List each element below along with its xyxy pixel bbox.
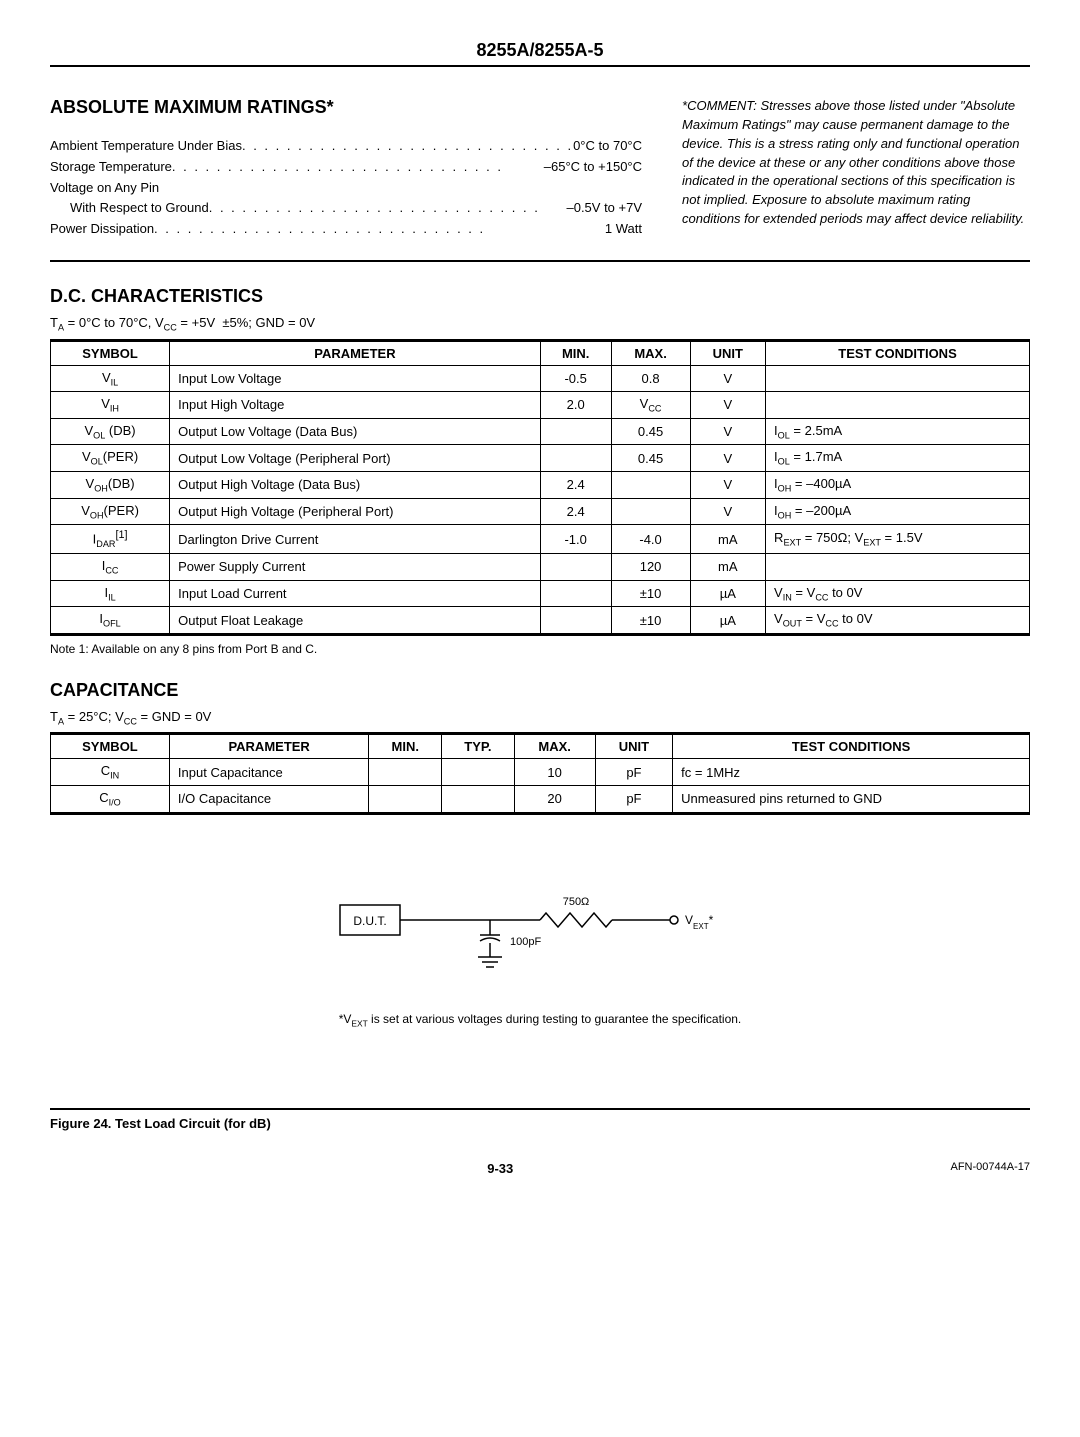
ratings-row: Power Dissipation . . . . . . . . . . . … [50, 219, 642, 240]
table-row: VOH(DB)Output High Voltage (Data Bus)2.4… [51, 471, 1030, 498]
table-row: CINInput Capacitance10pFfc = 1MHz [51, 759, 1030, 786]
ratings-title: ABSOLUTE MAXIMUM RATINGS* [50, 97, 642, 118]
cap-title: CAPACITANCE [50, 680, 1030, 701]
circuit-note: *VEXT is set at various voltages during … [300, 1012, 780, 1028]
doc-code: AFN-00744A-17 [951, 1161, 1031, 1176]
svg-text:750Ω: 750Ω [563, 896, 590, 908]
test-load-circuit: D.U.T. 100pF 750Ω VEXT* *VEXT is set at … [300, 875, 780, 1028]
table-row: VOL(PER)Output Low Voltage (Peripheral P… [51, 445, 1030, 472]
table-row: ICCPower Supply Current120mA [51, 554, 1030, 581]
svg-text:100pF: 100pF [510, 936, 541, 948]
table-row: IILInput Load Current±10µAVIN = VCC to 0… [51, 580, 1030, 607]
cap-table: SYMBOLPARAMETERMIN.TYP.MAX.UNITTEST COND… [50, 734, 1030, 812]
ratings-section: ABSOLUTE MAXIMUM RATINGS* Ambient Temper… [50, 97, 1030, 240]
divider [50, 260, 1030, 262]
figure-caption: Figure 24. Test Load Circuit (for dB) [50, 1108, 1030, 1131]
table-row: VIHInput High Voltage2.0VCCV [51, 392, 1030, 419]
table-row: IDAR[1]Darlington Drive Current-1.0-4.0m… [51, 525, 1030, 554]
svg-text:VEXT*: VEXT* [685, 913, 714, 931]
dc-title: D.C. CHARACTERISTICS [50, 286, 1030, 307]
page-header: 8255A/8255A-5 [50, 40, 1030, 67]
page-footer: 9-33 AFN-00744A-17 [50, 1161, 1030, 1176]
table-row: IOFLOutput Float Leakage±10µAVOUT = VCC … [51, 607, 1030, 634]
dc-table: SYMBOLPARAMETERMIN.MAX.UNITTEST CONDITIO… [50, 341, 1030, 634]
dc-note: Note 1: Available on any 8 pins from Por… [50, 642, 1030, 656]
cap-cond: TA = 25°C; VCC = GND = 0V [50, 709, 1030, 727]
table-row: CI/OI/O Capacitance20pFUnmeasured pins r… [51, 786, 1030, 813]
ratings-list: Ambient Temperature Under Bias . . . . .… [50, 136, 642, 240]
table-row: VOH(PER)Output High Voltage (Peripheral … [51, 498, 1030, 525]
table-row: VILInput Low Voltage-0.50.8V [51, 365, 1030, 392]
page-number: 9-33 [487, 1161, 513, 1176]
ratings-comment: *COMMENT: Stresses above those listed un… [682, 97, 1030, 229]
ratings-row: With Respect to Ground . . . . . . . . .… [50, 198, 642, 219]
dc-cond: TA = 0°C to 70°C, VCC = +5V ±5%; GND = 0… [50, 315, 1030, 333]
table-row: VOL (DB)Output Low Voltage (Data Bus)0.4… [51, 418, 1030, 445]
ratings-row: Voltage on Any Pin [50, 178, 642, 199]
ratings-row: Ambient Temperature Under Bias . . . . .… [50, 136, 642, 157]
svg-text:D.U.T.: D.U.T. [353, 914, 386, 928]
ratings-row: Storage Temperature . . . . . . . . . . … [50, 157, 642, 178]
